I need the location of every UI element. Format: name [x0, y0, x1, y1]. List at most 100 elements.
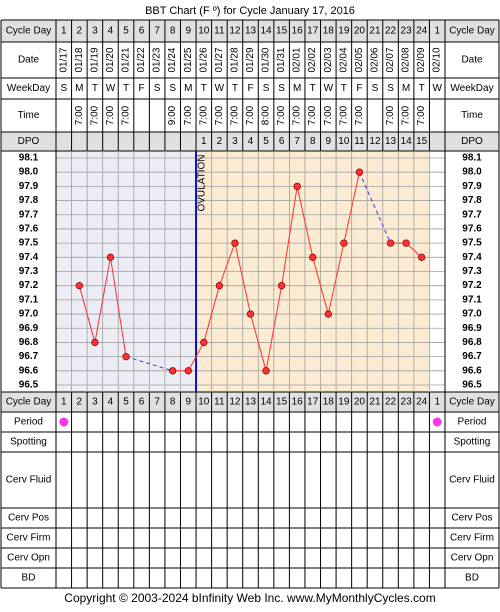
cycle-day-cell: 15: [276, 26, 288, 37]
cycle-day-cell: 23: [401, 26, 413, 37]
cycle-day-cell: 22: [385, 26, 397, 37]
row-label-left: Spotting: [10, 437, 47, 448]
weekday-cell: T: [92, 83, 98, 94]
row-label-right: Date: [461, 55, 483, 66]
time-cell: 7:00: [307, 105, 318, 125]
dpo-cell: 3: [232, 136, 238, 147]
y-tick-label: 97.1: [19, 294, 39, 305]
date-cell: 01/23: [152, 47, 163, 72]
temp-point: [386, 239, 395, 247]
date-cell: 01/17: [58, 47, 69, 72]
y-tick-label: 97.9: [462, 181, 482, 192]
temp-line-segment: [265, 285, 283, 371]
weekday-cell: W: [106, 83, 116, 94]
time-cell: 7:00: [401, 105, 412, 125]
temp-point: [309, 253, 317, 261]
date-cell: 02/07: [385, 47, 396, 72]
y-tick-label: 97.8: [462, 195, 482, 206]
weekday-cell: T: [232, 83, 238, 94]
weekday-cell: T: [123, 83, 129, 94]
temp-point: [184, 367, 192, 375]
temp-point: [169, 367, 177, 375]
cycle-day-cell: 20: [354, 397, 366, 408]
dpo-cell: 14: [401, 136, 413, 147]
dpo-cell: 13: [385, 136, 397, 147]
weekday-cell: M: [184, 83, 192, 94]
date-cell: 01/22: [136, 47, 147, 72]
date-cell: 01/30: [261, 47, 272, 72]
weekday-cell: T: [341, 83, 347, 94]
cycle-day-cell: 8: [170, 397, 176, 408]
row-label-left: Cerv Opn: [7, 553, 50, 564]
weekday-cell: F: [139, 83, 145, 94]
y-tick-label: 98.1: [462, 153, 482, 164]
cycle-day-cell: 11: [214, 397, 225, 408]
row-label-right: Cerv Pos: [451, 513, 492, 524]
cycle-day-cell: 19: [338, 397, 350, 408]
time-cell: 7:00: [229, 105, 240, 125]
temp-point: [293, 182, 301, 191]
date-cell: 02/09: [416, 47, 427, 72]
cycle-day-cell: 10: [198, 397, 210, 408]
temp-point: [355, 168, 364, 176]
chart-title: BBT Chart (F º) for Cycle January 17, 20…: [145, 5, 355, 17]
header-row-bg: [1, 20, 499, 42]
cycle-day-cell: 7: [154, 397, 160, 408]
dpo-cell: 9: [326, 136, 332, 147]
time-cell: 7:00: [183, 105, 194, 125]
y-tick-label: 96.8: [462, 337, 482, 348]
row-label-right: Spotting: [454, 437, 491, 448]
y-tick-label: 96.6: [462, 365, 482, 376]
dpo-cell: 5: [263, 136, 269, 147]
y-tick-label: 96.8: [19, 337, 39, 348]
cycle-day-cell: 24: [416, 397, 428, 408]
weekday-cell: T: [310, 83, 316, 94]
temp-line-segment: [343, 172, 360, 244]
cycle-day-cell: 23: [401, 397, 413, 408]
time-cell: 7:00: [105, 105, 116, 125]
date-cell: 01/21: [121, 47, 132, 72]
row-label-left: Cerv Firm: [7, 533, 51, 544]
temp-point: [122, 352, 130, 361]
period-dot: [59, 417, 69, 427]
row-label-right: Cerv Opn: [451, 553, 494, 564]
dpo-cell: 4: [248, 136, 254, 147]
temp-point: [324, 310, 332, 318]
dpo-cell: 2: [217, 136, 223, 147]
cycle-day-cell: 18: [323, 26, 335, 37]
cycle-day-cell: 21: [369, 26, 381, 37]
date-cell: 02/02: [307, 47, 318, 72]
y-tick-label: 97.2: [462, 280, 482, 291]
y-tick-label: 98.0: [19, 167, 39, 178]
temp-point: [75, 282, 83, 290]
y-tick-label: 96.6: [19, 365, 39, 376]
date-cell: 01/26: [198, 47, 209, 72]
date-cell: 02/03: [323, 47, 334, 72]
time-cell: 7:00: [338, 105, 349, 125]
temp-gap-segment: [358, 171, 391, 244]
weekday-cell: S: [387, 83, 394, 94]
date-cell: 01/20: [105, 47, 116, 72]
temp-line-segment: [109, 257, 127, 357]
temp-point: [418, 253, 426, 261]
weekday-cell: T: [201, 83, 207, 94]
time-cell: 7:00: [416, 105, 427, 125]
time-cell: 9:00: [167, 105, 178, 125]
row-label-left: WeekDay: [7, 83, 50, 94]
row-label-right: Cerv Fluid: [449, 475, 495, 486]
y-tick-label: 96.7: [462, 351, 482, 362]
row-label-left: Cerv Pos: [8, 513, 49, 524]
date-cell: 02/10: [432, 47, 443, 72]
time-cell: 7:00: [354, 105, 365, 125]
dpo-cell: 6: [279, 136, 285, 147]
temp-line-segment: [203, 285, 220, 343]
cycle-day-cell: 1: [61, 26, 67, 37]
time-cell: 7:00: [89, 105, 100, 125]
row-label-right: Cycle Day: [449, 397, 495, 408]
row-label-left: DPO: [18, 136, 40, 147]
weekday-cell: S: [154, 83, 161, 94]
weekday-cell: M: [402, 83, 410, 94]
cycle-day-cell: 14: [260, 26, 272, 37]
